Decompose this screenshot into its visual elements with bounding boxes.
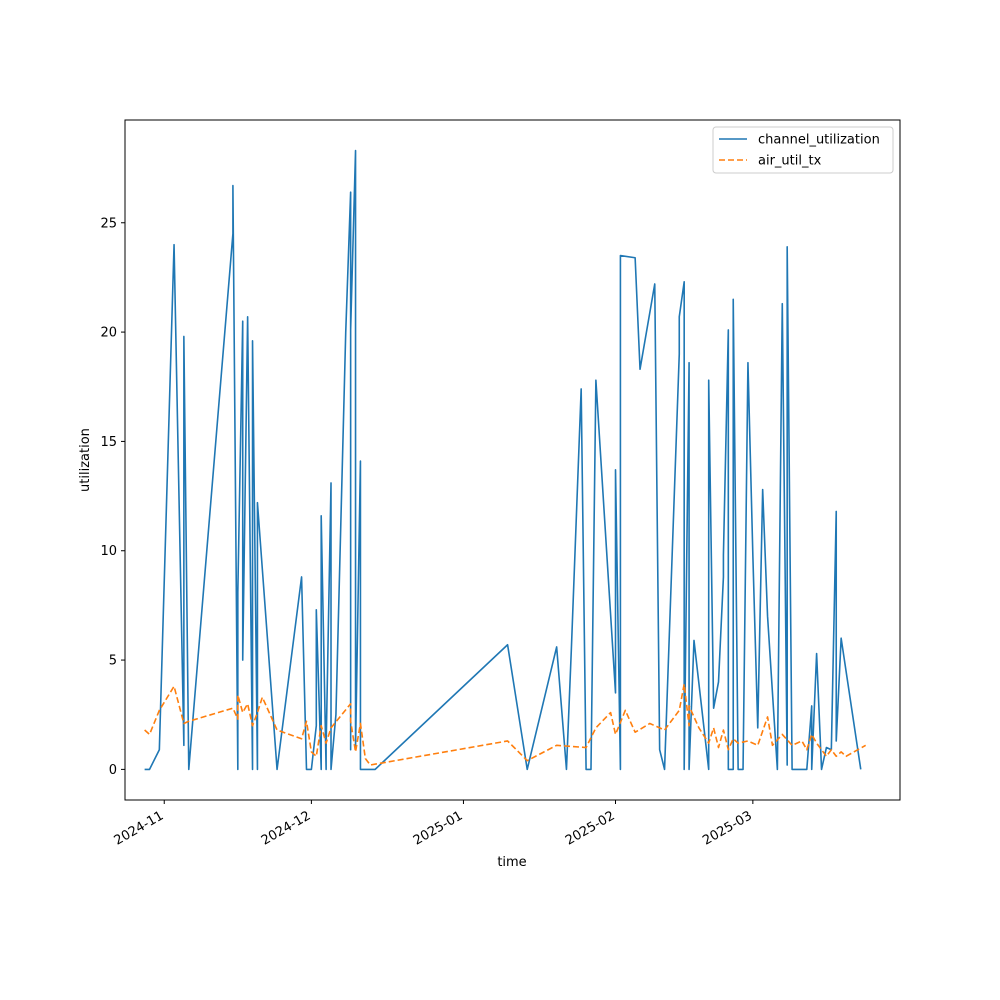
x-axis-title: time [497, 855, 526, 870]
y-tick-label: 15 [100, 435, 117, 450]
y-axis: 0 5 10 15 20 25 [100, 216, 125, 778]
y-axis-title: utilization [78, 428, 93, 492]
legend-label-channel-utilization: channel_utilization [758, 133, 880, 148]
y-tick-label: 10 [100, 544, 117, 559]
y-tick-label: 25 [100, 216, 117, 231]
y-tick-label: 0 [109, 763, 117, 778]
series-line-air-util-tx [144, 683, 867, 766]
legend-box [712, 126, 894, 174]
plot-frame [124, 119, 901, 801]
y-tick-label: 20 [100, 326, 117, 341]
y-tick-label: 5 [109, 654, 117, 669]
legend: channel_utilization air_util_tx [712, 126, 894, 174]
series-line-channel-utilization [144, 149, 862, 771]
legend-label-air-util-tx: air_util_tx [758, 154, 822, 169]
series-layer [144, 149, 867, 771]
